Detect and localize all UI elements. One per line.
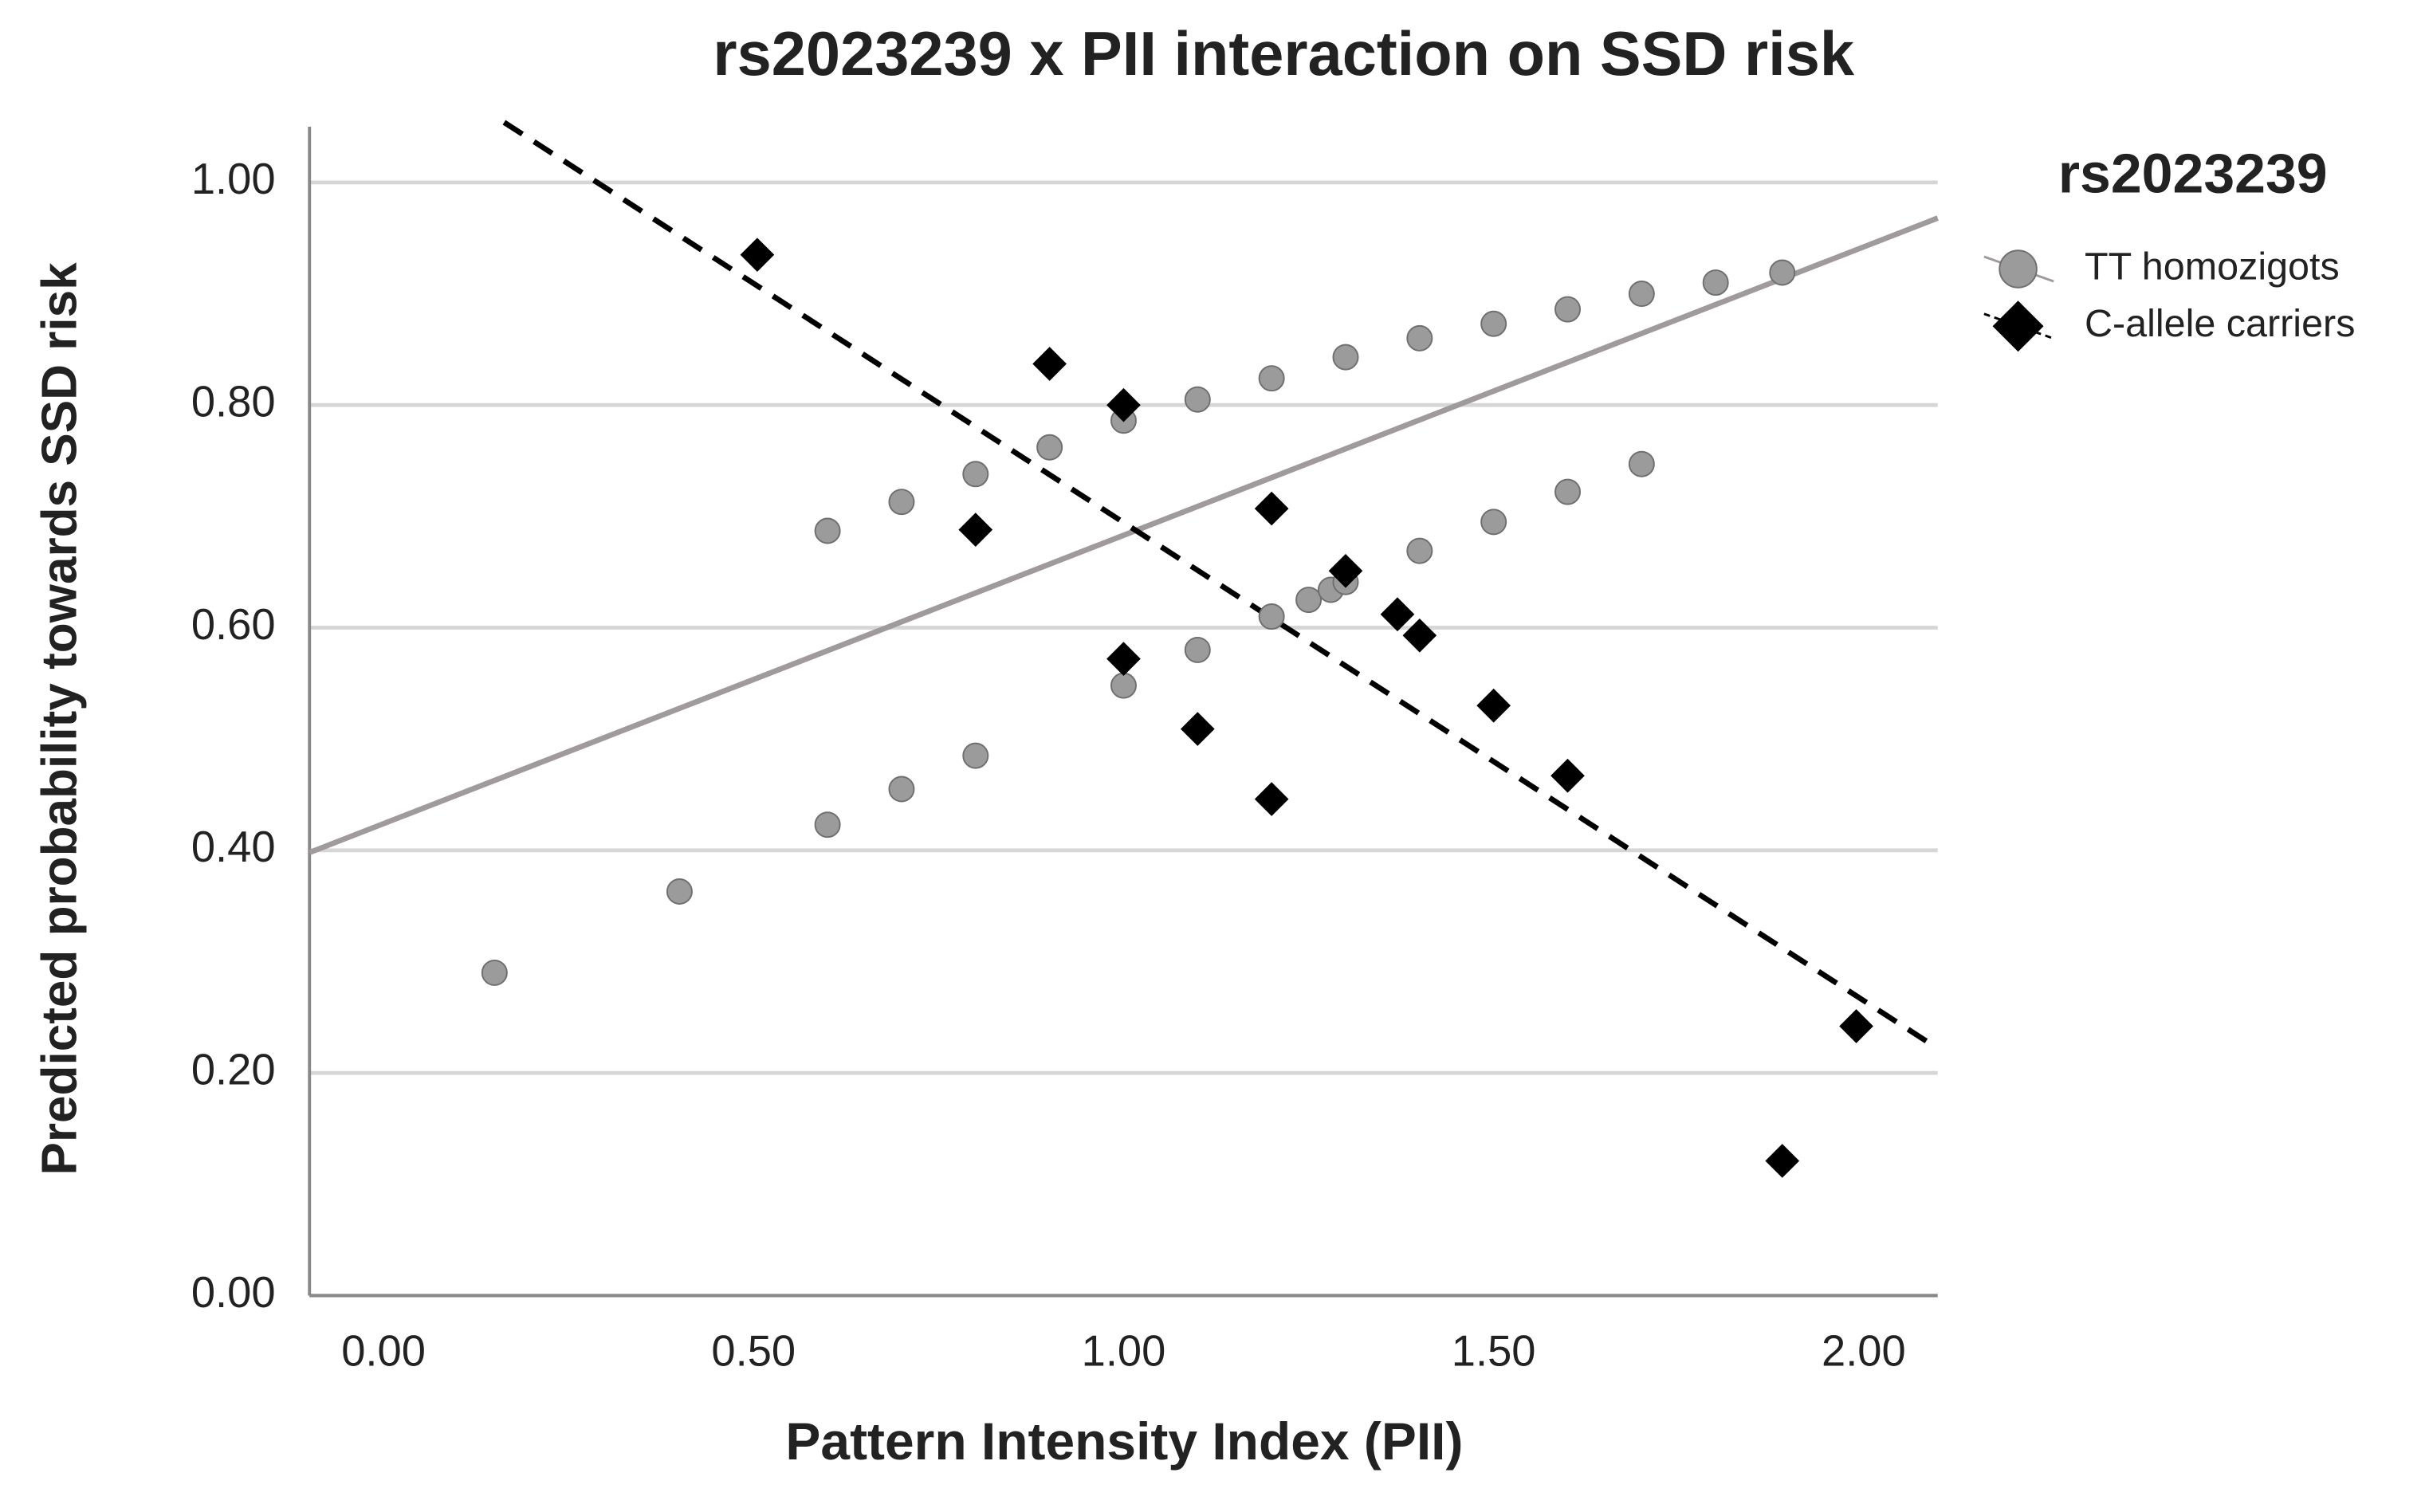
x-tick-label: 0.50 — [711, 1326, 796, 1375]
x-tick-label: 0.00 — [341, 1326, 426, 1375]
circle-point — [1628, 450, 1655, 477]
circle-point — [1554, 478, 1581, 505]
y-tick-label: 0.20 — [191, 1045, 276, 1094]
diamond-point — [1380, 597, 1415, 632]
diamond-point — [1254, 491, 1289, 526]
circle-point — [1480, 310, 1507, 337]
diamond-point — [740, 238, 775, 272]
diamond-point — [1839, 1009, 1873, 1043]
diamond-point — [1254, 782, 1289, 816]
y-axis-label-box: Predicted probability towards SSD risk — [31, 262, 87, 1176]
chart-title: rs2023239 x PII interaction on SSD risk — [713, 20, 1854, 88]
diamond-point — [1328, 553, 1363, 588]
diamond-point — [1551, 758, 1585, 793]
diamond-point — [1992, 300, 2044, 352]
circle-point — [481, 959, 508, 986]
fit-line — [308, 215, 1939, 855]
circle-point — [1258, 365, 1285, 392]
circle-point — [1295, 587, 1323, 614]
y-tick-label: 0.40 — [191, 823, 276, 871]
circle-point — [1406, 537, 1433, 564]
legend-title: rs2023239 — [2058, 142, 2328, 204]
fit-line — [502, 120, 1940, 1051]
y-tick-label: 0.80 — [191, 378, 276, 426]
circle-point — [1110, 672, 1137, 699]
y-axis-label: Predicted probability towards SSD risk — [31, 262, 87, 1176]
circle-point — [1480, 509, 1507, 536]
x-tick-label: 1.50 — [1452, 1326, 1536, 1375]
circle-point — [1406, 324, 1433, 351]
circle-point — [1036, 434, 1063, 461]
circle-point — [1554, 296, 1581, 323]
diamond-point — [1476, 688, 1511, 723]
marks — [308, 120, 1940, 1178]
circle-point — [1184, 386, 1211, 413]
diamond-point — [1765, 1144, 1800, 1178]
diamond-point — [1106, 387, 1141, 422]
legend-label: TT homozigots — [2085, 245, 2340, 288]
diamond-point — [1106, 642, 1141, 676]
circle-point — [962, 461, 989, 488]
circle-point — [1702, 269, 1729, 297]
legend-label: C-allele carriers — [2085, 302, 2355, 345]
diamond-point — [1180, 712, 1215, 746]
circle-point — [814, 811, 841, 838]
circle-point — [962, 742, 989, 769]
circle-point — [666, 878, 693, 905]
x-tick-label: 1.00 — [1082, 1326, 1166, 1375]
x-axis-label: Pattern Intensity Index (PII) — [785, 1412, 1463, 1471]
diamond-point — [1402, 618, 1437, 653]
y-tick-label: 0.00 — [191, 1268, 276, 1317]
circle-point — [888, 776, 915, 803]
circle-point — [1999, 249, 2038, 289]
x-tick-label: 2.00 — [1822, 1326, 1906, 1375]
circle-point — [1258, 603, 1285, 630]
circle-point — [1184, 636, 1211, 663]
circle-point — [1769, 259, 1796, 286]
circle-point — [888, 489, 915, 516]
circle-point — [1332, 344, 1359, 371]
y-tick-label: 0.60 — [191, 600, 276, 649]
diamond-point — [1032, 347, 1067, 381]
y-tick-label: 1.00 — [191, 155, 276, 203]
circle-point — [1628, 281, 1655, 308]
diamond-point — [958, 513, 993, 547]
grid — [308, 127, 1938, 1298]
circle-point — [814, 517, 841, 544]
